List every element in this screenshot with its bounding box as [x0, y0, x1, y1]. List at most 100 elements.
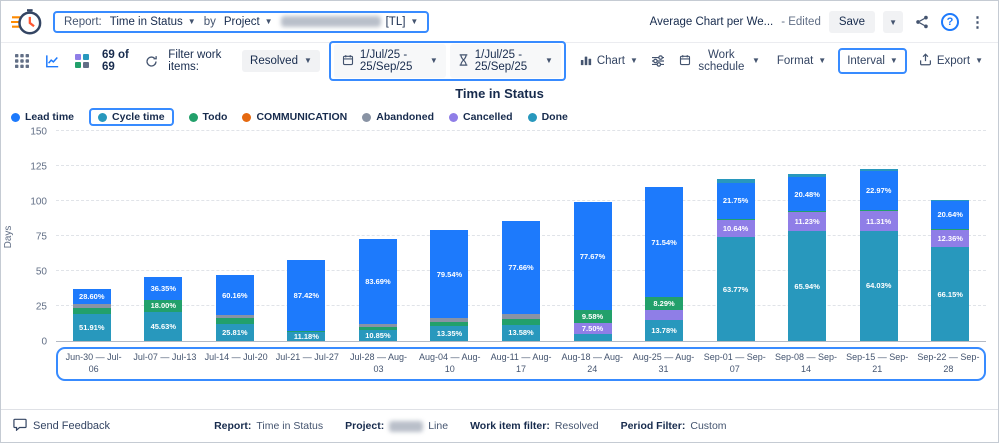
bar-segment-cycle[interactable]: 45.63% — [144, 311, 183, 341]
stacked-bar-Sep-01 — Sep-07[interactable]: 63.77% 10.64% 21.75% — [716, 178, 755, 341]
stacked-bar-Aug-25 — Aug-31[interactable]: 13.78% 8.29% 71.54% — [645, 187, 684, 341]
stacked-bar-Aug-11 — Aug-17[interactable]: 13.58% 77.66% — [502, 220, 540, 341]
share-icon[interactable] — [911, 11, 933, 33]
bar-segment-abandoned[interactable] — [502, 314, 540, 320]
bar-segment-lead[interactable]: 36.35% — [144, 276, 183, 301]
bar-segment-done[interactable] — [716, 178, 755, 184]
bar-segment-lead[interactable]: 28.60% — [72, 289, 111, 305]
legend-item-done[interactable]: Done — [527, 111, 568, 123]
bar-segment-cycle[interactable]: 66.15% — [931, 247, 970, 341]
bar-segment-lead[interactable]: 20.48% — [788, 177, 827, 212]
bar-segment-lead[interactable]: 87.42% — [287, 259, 326, 331]
bar-segment-todo[interactable] — [215, 318, 254, 325]
app-logo-icon[interactable] — [11, 7, 43, 37]
stacked-bar-Aug-18 — Aug-24[interactable]: 7.50% 9.58% 77.67% — [573, 202, 612, 341]
refresh-icon[interactable] — [143, 50, 159, 72]
bar-segment-todo[interactable] — [931, 229, 970, 230]
stacked-bar-Jul-28 — Aug-03[interactable]: 10.85% 83.69% — [358, 238, 397, 341]
bar-segment-todo[interactable] — [72, 307, 111, 315]
bar-segment-cycle[interactable]: 64.03% — [859, 230, 898, 341]
legend-item-communication[interactable]: COMMUNICATION — [242, 111, 347, 123]
more-menu-icon[interactable]: ⋮ — [970, 13, 985, 31]
bar-segment-cancelled[interactable]: 10.64% — [716, 220, 755, 238]
report-type-dropdown[interactable]: Time in Status ▼ — [110, 16, 196, 28]
bar-segment-cancelled[interactable]: 11.23% — [788, 212, 827, 232]
export-button[interactable]: Export ▼ — [914, 49, 988, 73]
scope-dropdown[interactable]: Project ▼ — [224, 16, 273, 28]
project-dropdown[interactable]: [TL] ▼ — [280, 16, 418, 28]
bar-segment-abandoned[interactable] — [72, 304, 111, 308]
bar-segment-done[interactable] — [859, 168, 898, 171]
matrix-view-icon[interactable] — [71, 50, 93, 72]
stacked-bar-Jul-21 — Jul-27[interactable]: 11.18% 87.42% — [287, 259, 326, 341]
bar-segment-todo[interactable]: 18.00% — [144, 300, 183, 312]
legend-item-abandoned[interactable]: Abandoned — [362, 111, 434, 123]
bar-segment-cancelled[interactable]: 12.36% — [931, 230, 970, 248]
bar-segment-cycle[interactable]: 13.58% — [502, 324, 540, 341]
bar-segment-cycle[interactable]: 10.85% — [358, 329, 397, 341]
bar-segment-cycle[interactable]: 13.35% — [430, 326, 469, 341]
status-filter-dropdown[interactable]: Resolved ▼ — [242, 50, 320, 72]
legend-item-cancelled[interactable]: Cancelled — [448, 111, 513, 123]
bar-segment-todo[interactable] — [430, 321, 469, 327]
bar-segment-todo[interactable] — [287, 330, 326, 332]
bar-segment-lead[interactable]: 77.66% — [502, 220, 540, 315]
bar-segment-cycle[interactable]: 51.91% — [72, 314, 111, 341]
bar-segment-abandoned[interactable] — [430, 318, 469, 322]
bar-segment-lead[interactable]: 22.97% — [859, 170, 898, 211]
interval-button[interactable]: Interval ▼ — [842, 51, 903, 71]
by-label: by — [203, 15, 216, 28]
x-axis-label-box[interactable]: Jun-30 — Jul-06 Jul-07 — Jul-13 Jul-14 — J… — [56, 347, 986, 382]
bar-segment-lead[interactable]: 21.75% — [716, 183, 755, 219]
bar-segment-lead[interactable]: 79.54% — [430, 230, 469, 319]
bar-segment-todo[interactable] — [859, 210, 898, 212]
bar-segment-cycle[interactable]: 65.94% — [788, 231, 827, 341]
stacked-bar-Sep-15 — Sep-21[interactable]: 64.03% 11.31% 22.97% — [859, 168, 898, 341]
bar-segment-lead[interactable]: 77.67% — [573, 202, 612, 311]
bar-segment-lead[interactable]: 60.16% — [215, 275, 254, 315]
bar-segment-todo[interactable] — [358, 326, 397, 330]
date-range-primary-dropdown[interactable]: 1/Jul/25 - 25/Sep/25 ▼ — [333, 44, 446, 78]
bar-segment-todo[interactable] — [716, 218, 755, 221]
work-schedule-button[interactable]: Work schedule ▼ — [674, 45, 765, 77]
x-axis-gutter — [1, 347, 56, 381]
bar-segment-lead[interactable]: 83.69% — [358, 238, 397, 325]
bar-segment-cycle[interactable]: 11.18% — [287, 331, 326, 341]
stacked-bar-Jun-30 — Jul-06[interactable]: 51.91% 28.60% — [72, 289, 111, 341]
bar-segment-lead[interactable]: 71.54% — [645, 187, 684, 298]
bar-segment-cycle[interactable] — [573, 333, 612, 341]
format-button[interactable]: Format ▼ — [772, 51, 831, 71]
chart-type-button[interactable]: Chart ▼ — [575, 50, 643, 73]
bar-segment-todo[interactable]: 9.58% — [573, 310, 612, 324]
report-type-value: Time in Status — [109, 15, 183, 28]
sliders-settings-icon[interactable] — [650, 50, 667, 72]
legend-item-todo[interactable]: Todo — [188, 111, 227, 123]
bar-segment-cancelled[interactable]: 7.50% — [573, 323, 612, 334]
date-range-secondary-dropdown[interactable]: 1/Jul/25 - 25/Sep/25 ▼ — [449, 44, 561, 78]
bar-segment-lead[interactable]: 20.64% — [931, 200, 970, 230]
bar-segment-todo[interactable]: 8.29% — [645, 297, 684, 310]
bar-segment-cancelled[interactable]: 11.31% — [859, 211, 898, 231]
chart-view-icon[interactable] — [41, 50, 63, 72]
bar-segment-abandoned[interactable] — [358, 324, 397, 327]
stacked-bar-Aug-04 — Aug-10[interactable]: 13.35% 79.54% — [430, 230, 469, 341]
bar-segment-done[interactable] — [788, 174, 827, 178]
stacked-bar-Jul-14 — Jul-20[interactable]: 25.81% 60.16% — [215, 275, 254, 341]
legend-item-lead[interactable]: Lead time — [11, 111, 74, 123]
bar-segment-cancelled[interactable] — [645, 309, 684, 320]
bar-segment-todo[interactable] — [788, 211, 827, 213]
bar-segment-cycle[interactable]: 25.81% — [215, 324, 254, 341]
save-options-button[interactable]: ▼ — [883, 10, 903, 33]
stacked-bar-Sep-22 — Sep-28[interactable]: 66.15% 12.36% 20.64% — [931, 199, 970, 341]
bar-segment-abandoned[interactable] — [215, 314, 254, 319]
help-icon[interactable]: ? — [941, 12, 959, 31]
legend-item-cycle[interactable]: Cycle time — [89, 108, 174, 126]
save-button[interactable]: Save — [828, 10, 876, 33]
bar-segment-todo[interactable] — [502, 319, 540, 325]
stacked-bar-Jul-07 — Jul-13[interactable]: 45.63% 18.00% 36.35% — [144, 276, 183, 341]
bar-segment-cycle[interactable]: 13.78% — [645, 319, 684, 341]
send-feedback-button[interactable]: Send Feedback — [13, 418, 110, 434]
stacked-bar-Sep-08 — Sep-14[interactable]: 65.94% 11.23% 20.48% — [788, 174, 827, 341]
grid-view-icon[interactable] — [11, 50, 33, 72]
bar-segment-cycle[interactable]: 63.77% — [716, 237, 755, 341]
